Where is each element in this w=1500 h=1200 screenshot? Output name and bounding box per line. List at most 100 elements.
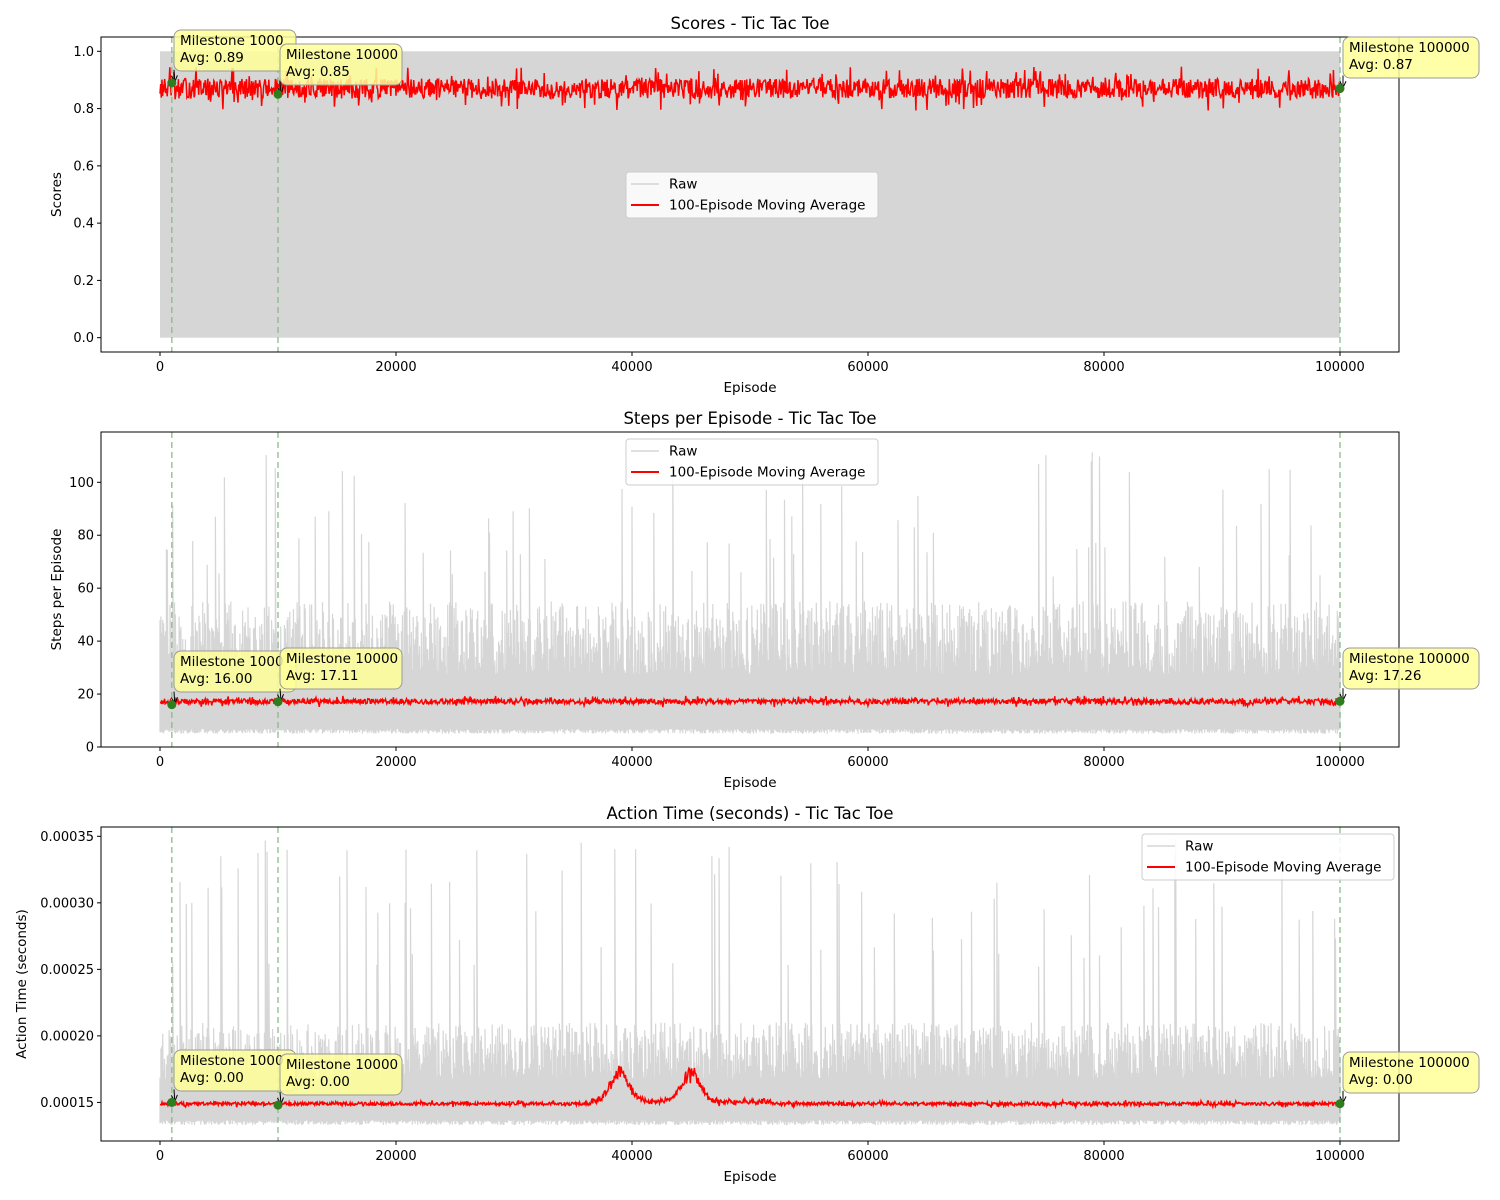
annotation-box	[279, 647, 403, 690]
x-tick-label: 60000	[847, 755, 888, 770]
legend: Raw 100-Episode Moving Average	[625, 438, 879, 486]
x-axis-label: Episode	[723, 1169, 776, 1185]
annotation-avg: Avg: 0.00	[1349, 1072, 1413, 1088]
milestone-point	[273, 697, 283, 707]
chart-panel-2: 0 20000 40000 60000 80000 100000 0 20 40 60 80 100 S…	[49, 409, 1480, 791]
y-tick-label: 0.00035	[40, 830, 94, 845]
x-tick-label: 80000	[1083, 360, 1124, 375]
x-tick-label: 40000	[611, 1149, 652, 1164]
series-moving-average	[159, 66, 1341, 111]
legend-entry: 100-Episode Moving Average	[1185, 860, 1381, 876]
legend: Raw 100-Episode Moving Average	[1141, 833, 1395, 881]
y-tick-label: 40	[77, 635, 94, 650]
annotation-avg: Avg: 16.00	[180, 671, 253, 687]
x-tick-label: 60000	[847, 1149, 888, 1164]
chart-title: Scores - Tic Tac Toe	[670, 14, 829, 33]
y-tick-label: 60	[77, 582, 94, 597]
annotation-avg: Avg: 17.11	[286, 668, 359, 684]
legend-box	[1141, 833, 1395, 881]
x-tick-label: 100000	[1315, 1149, 1365, 1164]
plot-area	[159, 432, 1341, 747]
legend-entry: Raw	[669, 177, 697, 193]
x-axis-label: Episode	[723, 380, 776, 396]
legend-entry: 100-Episode Moving Average	[669, 465, 865, 481]
legend-entry: Raw	[1185, 839, 1213, 855]
milestone-point	[167, 1097, 177, 1107]
y-tick-label: 80	[77, 529, 94, 544]
y-axis-label: Action Time (seconds)	[14, 909, 30, 1059]
y-tick-label: 0.00020	[40, 1029, 94, 1044]
milestone-point	[1335, 696, 1345, 706]
series-raw	[159, 452, 1341, 734]
series-moving-average	[159, 1065, 1341, 1110]
chart-title: Steps per Episode - Tic Tac Toe	[623, 409, 876, 428]
annotation-box	[1342, 647, 1480, 690]
y-tick-label: 0	[86, 741, 94, 756]
annotation-avg: Avg: 0.00	[286, 1074, 350, 1090]
x-tick-label: 0	[156, 1149, 164, 1164]
x-axis-label: Episode	[723, 775, 776, 791]
annotation-box	[279, 1053, 403, 1096]
y-tick-label: 0.8	[73, 102, 94, 117]
chart-panel-1: 0 20000 40000 60000 80000 100000 0.0 0.2 0.4 0.6 0…	[49, 14, 1480, 396]
series-moving-average	[159, 694, 1341, 709]
annotation-box	[1342, 36, 1480, 79]
milestone-point	[167, 78, 177, 88]
annotation-avg: Avg: 17.26	[1349, 668, 1422, 684]
chart-title: Action Time (seconds) - Tic Tac Toe	[606, 804, 893, 823]
axes-frame	[100, 826, 1400, 1142]
annotation-avg: Avg: 0.87	[1349, 57, 1413, 73]
x-tick-label: 40000	[611, 755, 652, 770]
x-tick-label: 20000	[375, 755, 416, 770]
annotation-label: Milestone 10000	[286, 651, 398, 667]
milestone-point	[273, 89, 283, 99]
x-tick-label: 60000	[847, 360, 888, 375]
annotation-label: Milestone 10000	[286, 1057, 398, 1073]
legend: Raw 100-Episode Moving Average	[625, 171, 879, 219]
chart-panel-3: 0 20000 40000 60000 80000 100000 0.00015 0.0002…	[14, 804, 1480, 1185]
y-tick-label: 0.00030	[40, 896, 94, 911]
y-tick-label: 0.6	[73, 159, 94, 174]
annotation-label: Milestone 1000	[180, 33, 284, 49]
legend-box	[625, 438, 879, 486]
legend-entry: Raw	[669, 444, 697, 460]
annotation-avg: Avg: 0.85	[286, 64, 350, 80]
y-tick-label: 0.00015	[40, 1096, 94, 1111]
milestone-point	[273, 1100, 283, 1110]
annotation-label: Milestone 1000	[180, 1053, 284, 1069]
milestone-point	[1335, 1099, 1345, 1109]
annotation-label: Milestone 100000	[1349, 651, 1470, 667]
annotation-avg: Avg: 0.00	[180, 1070, 244, 1086]
y-tick-label: 1.0	[73, 45, 94, 60]
y-axis-label: Scores	[49, 172, 65, 217]
x-tick-label: 0	[156, 360, 164, 375]
y-tick-label: 20	[77, 688, 94, 703]
annotation-avg: Avg: 0.89	[180, 50, 244, 66]
annotation-label: Milestone 1000	[180, 654, 284, 670]
annotation-label: Milestone 100000	[1349, 40, 1470, 56]
milestone-point	[1335, 84, 1345, 94]
annotation-label: Milestone 10000	[286, 47, 398, 63]
x-tick-label: 80000	[1083, 1149, 1124, 1164]
annotation-box	[279, 43, 403, 86]
annotation-label: Milestone 100000	[1349, 1055, 1470, 1071]
y-tick-label: 0.0	[73, 331, 94, 346]
y-tick-label: 100	[69, 476, 94, 491]
x-tick-label: 40000	[611, 360, 652, 375]
y-tick-label: 0.4	[73, 217, 94, 232]
legend-entry: 100-Episode Moving Average	[669, 198, 865, 214]
x-tick-label: 80000	[1083, 755, 1124, 770]
y-tick-label: 0.2	[73, 274, 94, 289]
annotation-box	[1342, 1051, 1480, 1094]
x-tick-label: 0	[156, 755, 164, 770]
y-tick-label: 0.00025	[40, 963, 94, 978]
